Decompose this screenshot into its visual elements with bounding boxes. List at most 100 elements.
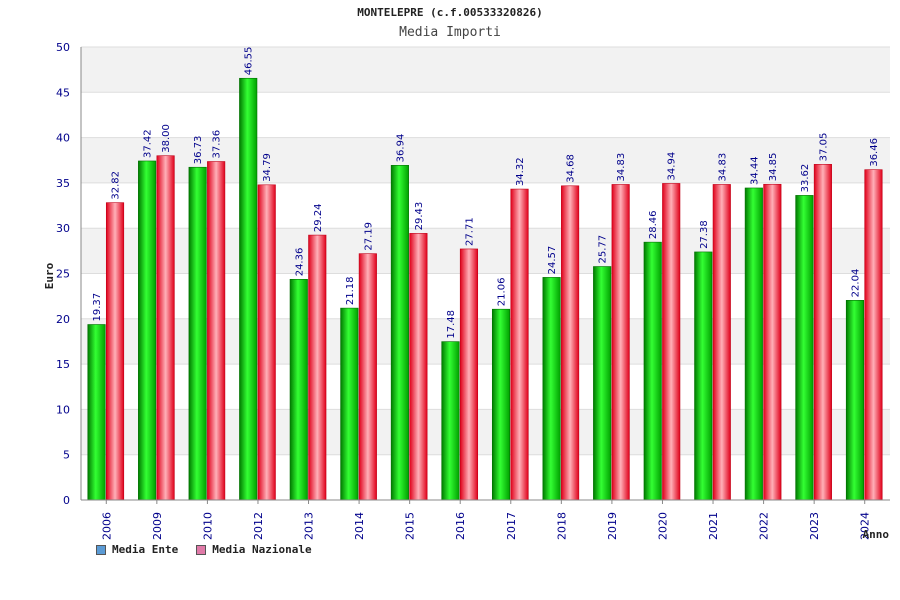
y-tick-label: 20 <box>56 313 70 326</box>
data-label: 37.42 <box>143 129 154 158</box>
data-label: 34.79 <box>262 153 273 182</box>
legend-item-media-ente: Media Ente <box>96 543 178 556</box>
data-label: 22.04 <box>850 269 861 298</box>
x-tick-label: 2019 <box>606 512 619 540</box>
grid-band <box>81 47 890 93</box>
bar-media-nazionale-2012 <box>257 184 276 501</box>
data-label: 27.38 <box>699 220 710 249</box>
x-tick-label: 2006 <box>100 512 113 540</box>
data-label: 28.46 <box>648 211 659 240</box>
bar-media-ente-2012 <box>239 77 258 501</box>
y-tick-label: 10 <box>56 403 70 416</box>
x-tick-label: 2015 <box>404 512 417 540</box>
bar-media-nazionale-2010 <box>207 161 226 501</box>
bar-media-ente-2010 <box>188 166 207 501</box>
axes: 0 5 10 15 20 25 30 35 40 45 50 2006 2009 2010 2012 2013… <box>56 41 890 540</box>
data-label: 21.18 <box>345 276 356 305</box>
bar-media-ente-2009 <box>138 160 157 501</box>
data-label: 34.44 <box>749 156 760 185</box>
bar-media-nazionale-2021 <box>712 184 731 501</box>
y-tick-label: 0 <box>63 494 70 507</box>
x-tick-label: 2013 <box>303 512 316 540</box>
x-tick-label: 2014 <box>353 512 366 540</box>
bar-media-nazionale-2023 <box>813 164 832 501</box>
y-tick-label: 5 <box>63 449 70 462</box>
bar-media-ente-2015 <box>390 165 409 501</box>
y-tick-label: 35 <box>56 177 70 190</box>
bar-media-nazionale-2015 <box>409 233 428 501</box>
chart-title: MONTELEPRE (c.f.00533320826) <box>357 6 543 19</box>
bar-media-nazionale-2006 <box>105 202 125 501</box>
bar-media-nazionale-2018 <box>561 185 580 501</box>
data-label: 34.83 <box>717 153 728 182</box>
data-label: 17.48 <box>446 310 457 339</box>
chart-subtitle: Media Importi <box>399 25 501 40</box>
data-label: 33.62 <box>800 164 811 193</box>
bar-media-nazionale-2014 <box>358 253 377 501</box>
bar-media-nazionale-2017 <box>510 188 529 501</box>
bar-media-ente-2024 <box>845 300 865 501</box>
x-tick-label: 2024 <box>859 512 872 540</box>
bar-media-ente-2023 <box>795 195 814 501</box>
bar-media-nazionale-2013 <box>308 234 327 501</box>
data-label: 37.36 <box>212 130 223 159</box>
legend-label-media-ente: Media Ente <box>112 543 179 556</box>
data-label: 34.68 <box>566 154 577 183</box>
bars <box>87 77 883 501</box>
bar-media-ente-2021 <box>694 251 713 501</box>
data-label: 36.73 <box>193 136 204 165</box>
data-label: 34.83 <box>616 153 627 182</box>
bar-media-ente-2022 <box>744 187 763 501</box>
data-label: 24.57 <box>547 246 558 275</box>
data-label: 32.82 <box>111 171 122 200</box>
legend: Media Ente Media Nazionale <box>96 543 312 556</box>
x-axis-title: Anno <box>863 528 890 541</box>
legend-item-media-nazionale: Media Nazionale <box>196 543 312 556</box>
bar-media-nazionale-2024 <box>864 169 883 501</box>
y-axis-title: Euro <box>43 262 56 289</box>
legend-swatch-media-ente <box>96 544 106 555</box>
data-label: 24.36 <box>294 248 305 277</box>
y-tick-label: 45 <box>56 86 70 99</box>
x-tick-label: 2017 <box>505 512 518 540</box>
data-label: 25.77 <box>598 235 609 264</box>
data-label: 21.06 <box>497 278 508 307</box>
legend-label-media-nazionale: Media Nazionale <box>212 543 312 556</box>
data-label: 34.85 <box>768 153 779 182</box>
data-label: 36.46 <box>869 138 880 167</box>
y-tick-label: 40 <box>56 132 70 145</box>
x-tick-label: 2022 <box>758 512 771 540</box>
bar-media-ente-2020 <box>643 241 662 501</box>
bar-media-nazionale-2016 <box>459 248 479 501</box>
bar-media-nazionale-2022 <box>763 183 782 501</box>
x-tick-label: 2009 <box>151 512 164 540</box>
x-tick-label: 2016 <box>454 512 467 540</box>
bar-media-ente-2006 <box>87 324 106 501</box>
data-label: 34.32 <box>515 157 526 186</box>
x-tick-label: 2018 <box>555 512 568 540</box>
bar-media-ente-2017 <box>491 308 511 501</box>
y-tick-label: 50 <box>56 41 70 54</box>
x-tick-label: 2021 <box>707 512 720 540</box>
data-label: 36.94 <box>395 134 406 163</box>
data-label: 19.37 <box>92 293 103 322</box>
x-tick-label: 2020 <box>656 512 669 540</box>
data-label: 46.55 <box>244 47 255 76</box>
data-label: 34.94 <box>667 152 678 181</box>
bar-media-ente-2013 <box>289 278 308 501</box>
bar-media-ente-2019 <box>593 266 612 501</box>
data-label: 37.05 <box>818 133 829 162</box>
data-label: 29.43 <box>414 202 425 231</box>
bar-media-nazionale-2019 <box>611 184 630 501</box>
legend-swatch-media-nazionale <box>196 544 207 555</box>
bar-media-nazionale-2020 <box>662 183 681 501</box>
bar-media-ente-2018 <box>542 277 561 501</box>
y-tick-label: 25 <box>56 268 70 281</box>
x-tick-label: 2012 <box>252 512 265 540</box>
data-label: 38.00 <box>161 124 172 153</box>
data-labels: 19.37 32.82 37.42 38.00 36.73 37.36 46.55 34.79… <box>92 47 880 339</box>
bar-media-ente-2014 <box>340 307 359 501</box>
x-tick-label: 2010 <box>201 512 214 540</box>
bar-media-ente-2016 <box>441 341 460 501</box>
